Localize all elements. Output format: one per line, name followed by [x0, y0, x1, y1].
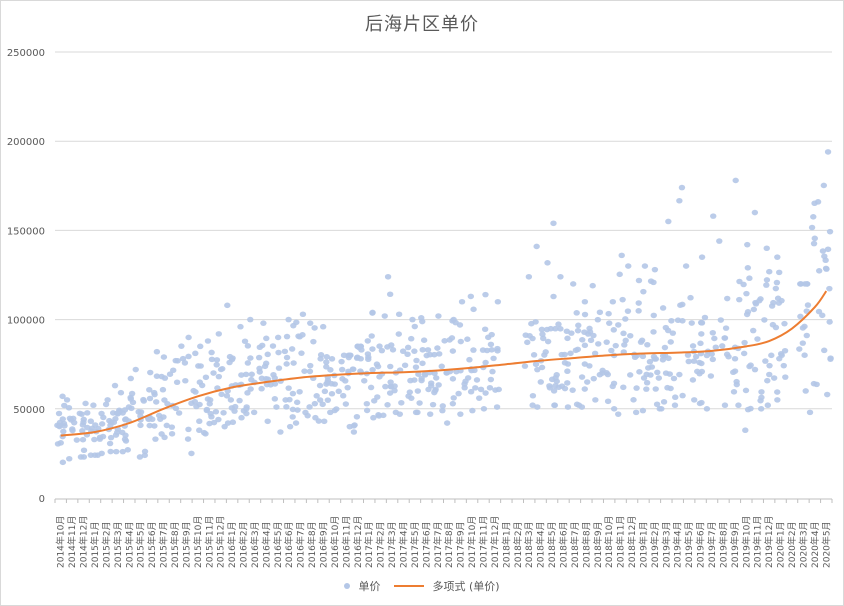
x-tick-label: 2015年5月: [135, 521, 147, 568]
x-tick-label: 2019年12月: [763, 516, 775, 568]
trendline-icon: [394, 585, 425, 587]
x-tick-label: 2019年10月: [740, 516, 752, 568]
x-tick-label: 2018年4月: [535, 521, 547, 568]
x-tick-label: 2018年2月: [512, 521, 524, 568]
y-tick-label: 100000: [7, 316, 45, 327]
x-tick-label: 2020年2月: [786, 521, 798, 568]
legend-label: 多项式 (单价): [432, 580, 500, 593]
x-tick-label: 2015年9月: [180, 521, 192, 568]
x-tick-label: 2014年10月: [55, 516, 67, 568]
x-tick-label: 2015年8月: [169, 521, 181, 568]
x-tick-label: 2015年11月: [203, 516, 215, 568]
x-tick-label: 2019年8月: [717, 521, 729, 568]
x-tick-label: 2018年10月: [603, 516, 615, 568]
x-tick-label: 2017年7月: [432, 521, 444, 568]
x-tick-label: 2019年11月: [752, 516, 764, 568]
x-tick-label: 2019年1月: [637, 521, 649, 568]
y-tick-label: 200000: [7, 137, 45, 148]
x-axis: 2014年10月 2014年11月 2014年12月 2015年1月 2015年2月 20…: [54, 498, 833, 568]
x-tick-label: 2015年3月: [112, 521, 124, 568]
scatter-dot-icon: [344, 583, 351, 589]
y-tick-label: 0: [39, 494, 45, 505]
x-tick-label: 2016年4月: [260, 521, 272, 568]
y-tick-label: 250000: [7, 48, 45, 59]
x-tick-label: 2015年4月: [123, 521, 135, 568]
x-tick-label: 2019年3月: [660, 521, 672, 568]
legend: 单价 多项式 (单价): [0, 578, 844, 594]
x-tick-label: 2019年6月: [695, 521, 707, 568]
x-tick-label: 2016年9月: [318, 521, 330, 568]
x-tick-label: 2017年4月: [398, 521, 410, 568]
x-tick-label: 2017年12月: [489, 516, 501, 568]
x-tick-label: 2017年8月: [443, 521, 455, 568]
x-tick-label: 2017年2月: [375, 521, 387, 568]
x-tick-label: 2015年2月: [100, 521, 112, 568]
x-tick-label: 2018年8月: [580, 521, 592, 568]
x-tick-label: 2018年12月: [626, 516, 638, 568]
y-tick-label: 50000: [13, 405, 45, 416]
x-tick-label: 2015年1月: [89, 521, 101, 568]
x-tick-label: 2016年1月: [226, 521, 238, 568]
chart-title: 后海片区单价: [365, 14, 479, 35]
x-tick-label: 2018年3月: [523, 521, 535, 568]
y-axis-ticks: 0 50000 100000 150000 200000 250000: [7, 48, 45, 505]
x-tick-label: 2018年7月: [569, 521, 581, 568]
x-tick-label: 2020年3月: [797, 521, 809, 568]
x-tick-label: 2018年6月: [557, 521, 569, 568]
legend-label: 单价: [358, 580, 381, 593]
x-tick-label: 2018年5月: [546, 521, 558, 568]
x-tick-label: 2016年7月: [295, 521, 307, 568]
x-tick-label: 2016年8月: [306, 521, 318, 568]
x-tick-label: 2015年6月: [146, 521, 158, 568]
x-tick-label: 2017年3月: [386, 521, 398, 568]
x-tick-label: 2017年1月: [363, 521, 375, 568]
x-tick-label: 2017年11月: [477, 516, 489, 568]
x-tick-label: 2019年2月: [649, 521, 661, 568]
x-tick-label: 2020年5月: [820, 521, 832, 568]
x-tick-label: 2016年11月: [340, 516, 352, 568]
y-tick-label: 150000: [7, 226, 45, 237]
x-tick-label: 2018年11月: [615, 516, 627, 568]
x-tick-label: 2015年7月: [158, 521, 170, 568]
x-tick-label: 2015年12月: [215, 516, 227, 568]
x-tick-label: 2016年3月: [249, 521, 261, 568]
x-tick-label: 2019年7月: [706, 521, 718, 568]
x-tick-label: 2017年6月: [420, 521, 432, 568]
x-tick-label: 2017年5月: [409, 521, 421, 568]
legend-item-trendline: 多项式 (单价): [394, 578, 500, 594]
x-tick-label: 2016年10月: [329, 516, 341, 568]
gridlines: [55, 51, 832, 410]
x-tick-label: 2018年9月: [592, 521, 604, 568]
x-tick-label: 2020年4月: [809, 521, 821, 568]
x-tick-label: 2014年12月: [78, 516, 90, 568]
x-tick-label: 2016年2月: [238, 521, 250, 568]
legend-item-unit-price: 单价: [344, 578, 380, 594]
x-tick-label: 2016年12月: [352, 516, 364, 568]
x-tick-label: 2016年6月: [283, 521, 295, 568]
x-tick-label: 2020年1月: [775, 521, 787, 568]
x-tick-label: 2015年10月: [192, 516, 204, 568]
x-tick-label: 2017年9月: [455, 521, 467, 568]
x-tick-label: 2018年1月: [500, 521, 512, 568]
polynomial-trendline: [60, 290, 828, 437]
x-tick-label: 2019年9月: [729, 521, 741, 568]
x-tick-label: 2019年4月: [672, 521, 684, 568]
scatter-series-unit-price: [54, 149, 834, 466]
x-tick-label: 2016年5月: [272, 521, 284, 568]
x-tick-label: 2017年10月: [466, 516, 478, 568]
x-tick-label: 2019年5月: [683, 521, 695, 568]
x-tick-label: 2014年11月: [66, 516, 78, 568]
